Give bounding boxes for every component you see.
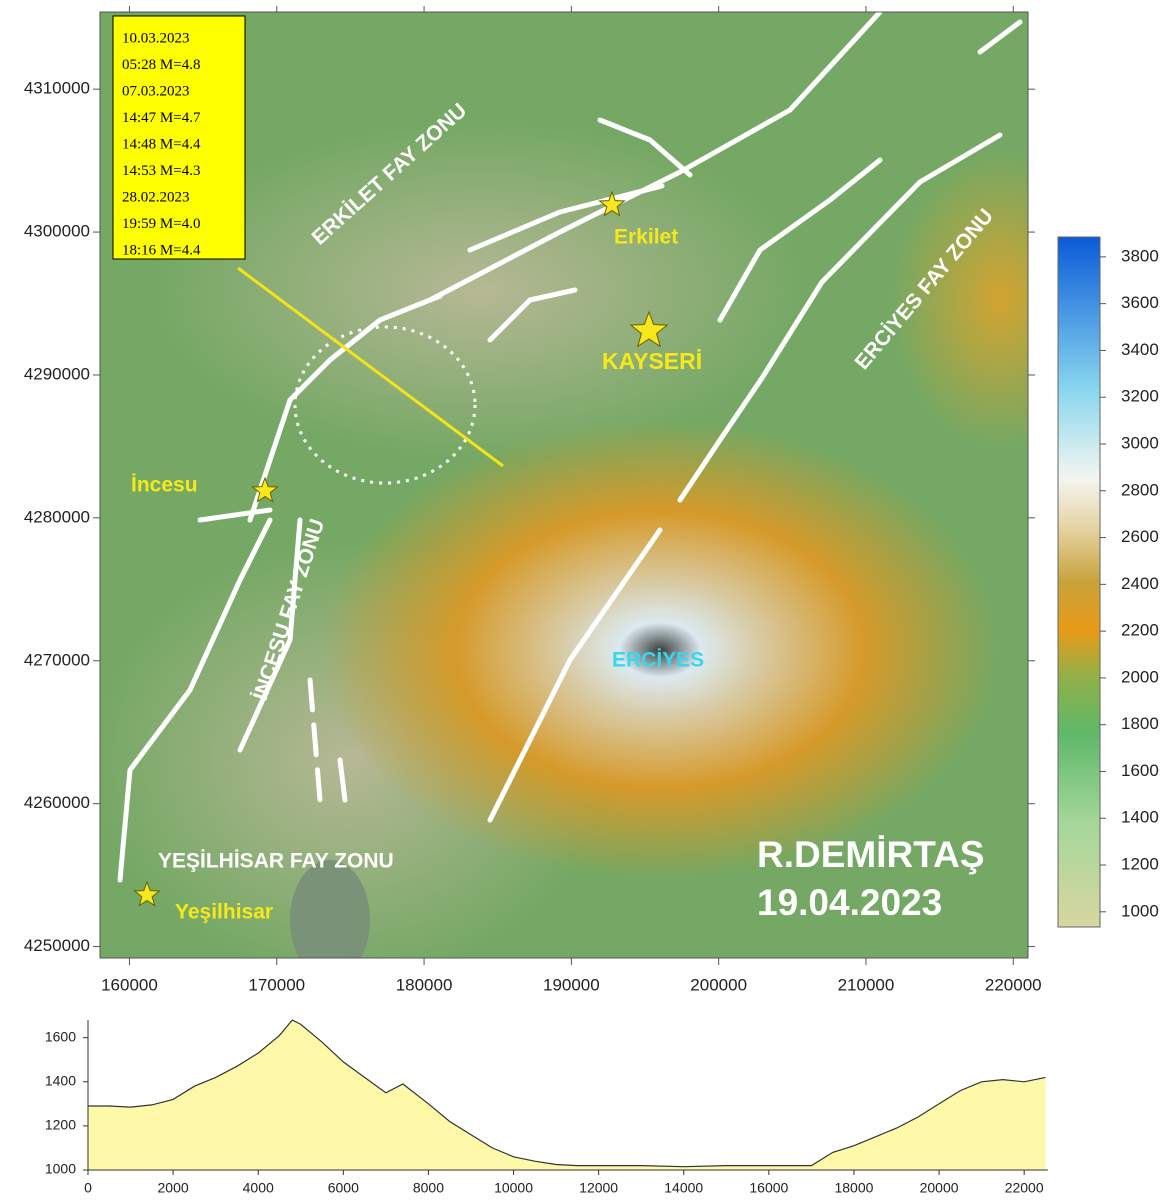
x-tick-label: 18000 [834, 1180, 873, 1196]
x-tick-label: 20000 [920, 1180, 959, 1196]
event-line: 14:47 M=4.7 [122, 110, 201, 126]
fault-line [337, 757, 348, 803]
map-frame [99, 11, 1029, 959]
profile-area [88, 1020, 1046, 1170]
y-tick-label: 4250000 [24, 936, 90, 955]
events-box [112, 15, 246, 260]
x-tick-label: 200000 [690, 975, 747, 994]
event-line: 14:53 M=4.3 [122, 163, 200, 179]
fault-line [977, 19, 1023, 55]
axes: 160000 170000 180000 190000 200000 210000 2200… [24, 6, 1159, 1196]
fault-line [197, 507, 273, 523]
x-tick-label: 2000 [158, 1180, 189, 1196]
x-tick-label: 210000 [838, 975, 895, 994]
y-tick-label: 1200 [45, 1117, 76, 1133]
events: 10.03.2023 05:28 M=4.8 07.03.2023 14:47 M=4… [122, 30, 201, 258]
stars [133, 190, 669, 907]
faults [117, 12, 1023, 883]
colorbar-tick-label: 2800 [1121, 480, 1159, 499]
colorbar-tick-label: 3800 [1121, 246, 1159, 265]
y-tick-label: 4300000 [24, 222, 90, 241]
colorbar-tick-label: 2200 [1121, 621, 1159, 640]
fault-zone-label: YEŞİLHİSAR FAY ZONU [158, 850, 394, 873]
event-line: 28.02.2023 [122, 189, 190, 205]
y-tick-label: 1600 [45, 1028, 76, 1044]
colorbar-tick-label: 3200 [1121, 387, 1159, 406]
x-tick-label: 16000 [749, 1180, 788, 1196]
event-line: 14:48 M=4.4 [122, 136, 201, 152]
star [133, 880, 161, 907]
lake [290, 860, 370, 958]
fault-line [247, 293, 443, 523]
colorbar-tick-label: 3400 [1121, 340, 1159, 359]
event-line: 18:16 M=4.4 [122, 242, 201, 258]
x-tick-label: 12000 [579, 1180, 618, 1196]
map: Erkilet KAYSERİ İncesu Yeşilhisar ERCİYE… [100, 12, 1028, 958]
colorbar-tick-label: 2000 [1121, 667, 1159, 686]
credit-date: 19.04.2023 [757, 882, 942, 923]
colorbar [1057, 236, 1101, 928]
place-label: İncesu [131, 474, 198, 497]
erciyes-volcano [320, 420, 1000, 880]
place-label: ERCİYES [612, 649, 704, 672]
fault-line [117, 517, 273, 883]
x-tick-label: 6000 [328, 1180, 359, 1196]
x-tick-label: 160000 [101, 975, 158, 994]
y-tick-label: 4290000 [24, 364, 90, 383]
event-line: 19:59 M=4.0 [122, 216, 200, 232]
event-line: 10.03.2023 [122, 30, 190, 46]
fault-line [677, 132, 1003, 503]
fault-line [717, 157, 883, 323]
colorbar-tick-label: 1400 [1121, 808, 1159, 827]
x-tick-label: 0 [84, 1180, 92, 1196]
place-label: KAYSERİ [602, 348, 702, 374]
y-tick-label: 1000 [45, 1161, 76, 1177]
event-line: 05:28 M=4.8 [122, 57, 200, 73]
fault-line [487, 527, 663, 823]
colorbar-tick-label: 3600 [1121, 293, 1159, 312]
fault-line [487, 287, 578, 343]
colorbar-tick-label: 1000 [1121, 901, 1159, 920]
colorbar-tick-label: 1800 [1121, 714, 1159, 733]
event-line: 07.03.2023 [122, 83, 190, 99]
credit: R.DEMİRTAŞ [757, 834, 984, 875]
x-tick-label: 170000 [248, 975, 305, 994]
y-tick-label: 1400 [45, 1072, 76, 1088]
x-tick-label: 4000 [243, 1180, 274, 1196]
y-tick-label: 4260000 [24, 793, 90, 812]
x-tick-label: 180000 [396, 975, 453, 994]
colorbar-tick-label: 1200 [1121, 855, 1159, 874]
x-tick-label: 10000 [494, 1180, 533, 1196]
x-tick-label: 220000 [985, 975, 1042, 994]
fault-line [467, 183, 665, 253]
star [629, 310, 669, 348]
fault-line [427, 12, 883, 303]
y-tick-label: 4270000 [24, 650, 90, 669]
colorbar-tick-label: 3000 [1121, 433, 1159, 452]
fault-line [237, 517, 303, 753]
fault-line [597, 117, 693, 178]
colorbar-tick-label: 2400 [1121, 574, 1159, 593]
x-tick-label: 14000 [664, 1180, 703, 1196]
plain [150, 120, 810, 460]
highland [890, 150, 1028, 450]
profile-line [88, 1019, 1046, 1168]
colorbar-tick-label: 1600 [1121, 761, 1159, 780]
x-tick-label: 8000 [413, 1180, 444, 1196]
study-area [293, 325, 477, 485]
y-tick-label: 4310000 [24, 79, 90, 98]
star [598, 190, 626, 217]
profile-line [237, 266, 504, 468]
y-tick-label: 4280000 [24, 507, 90, 526]
fault-line [307, 677, 323, 803]
x-tick-label: 190000 [543, 975, 600, 994]
x-tick-label: 22000 [1005, 1180, 1044, 1196]
star [251, 476, 279, 503]
colorbar-tick-label: 2600 [1121, 527, 1159, 546]
place-label: Erkilet [614, 226, 678, 249]
place-label: Yeşilhisar [175, 901, 273, 924]
